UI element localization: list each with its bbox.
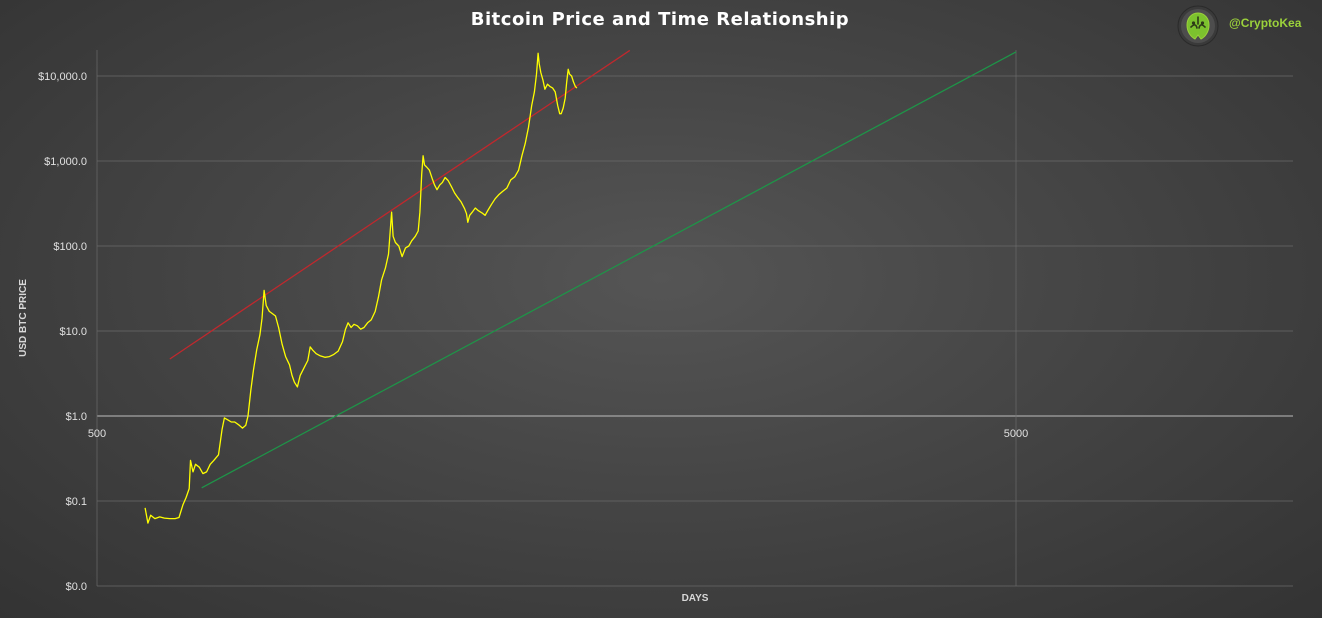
x-tick-labels: 500 5000 — [88, 428, 1028, 440]
y-tick-label: $0.0 — [66, 581, 87, 593]
x-tick-label: 500 — [88, 428, 106, 440]
y-tick-label: $10.0 — [59, 326, 87, 338]
brand-handle: @CryptoKea — [1229, 16, 1302, 30]
x-tick-label: 5000 — [1004, 428, 1028, 440]
grid — [96, 50, 1293, 587]
y-tick-label: $100.0 — [53, 241, 87, 253]
y-tick-label: $1,000.0 — [44, 156, 87, 168]
series-layer — [144, 49, 1017, 524]
y-axis-label: USD BTC PRICE — [18, 279, 29, 357]
kea-logo-icon — [1177, 5, 1219, 47]
y-tick-label: $1.0 — [66, 411, 87, 423]
y-tick-label: $0.1 — [66, 496, 87, 508]
x-axis-label: DAYS — [682, 593, 709, 604]
chart-title: Bitcoin Price and Time Relationship — [471, 9, 849, 30]
y-tick-label: $10,000.0 — [38, 71, 87, 83]
lower-trend-line — [201, 51, 1017, 489]
price-series-line — [144, 52, 578, 524]
y-tick-labels: $0.0 $0.1 $1.0 $10.0 $100.0 $1,000.0 $10,000.0 — [38, 71, 87, 593]
upper-trend-line — [169, 49, 631, 360]
